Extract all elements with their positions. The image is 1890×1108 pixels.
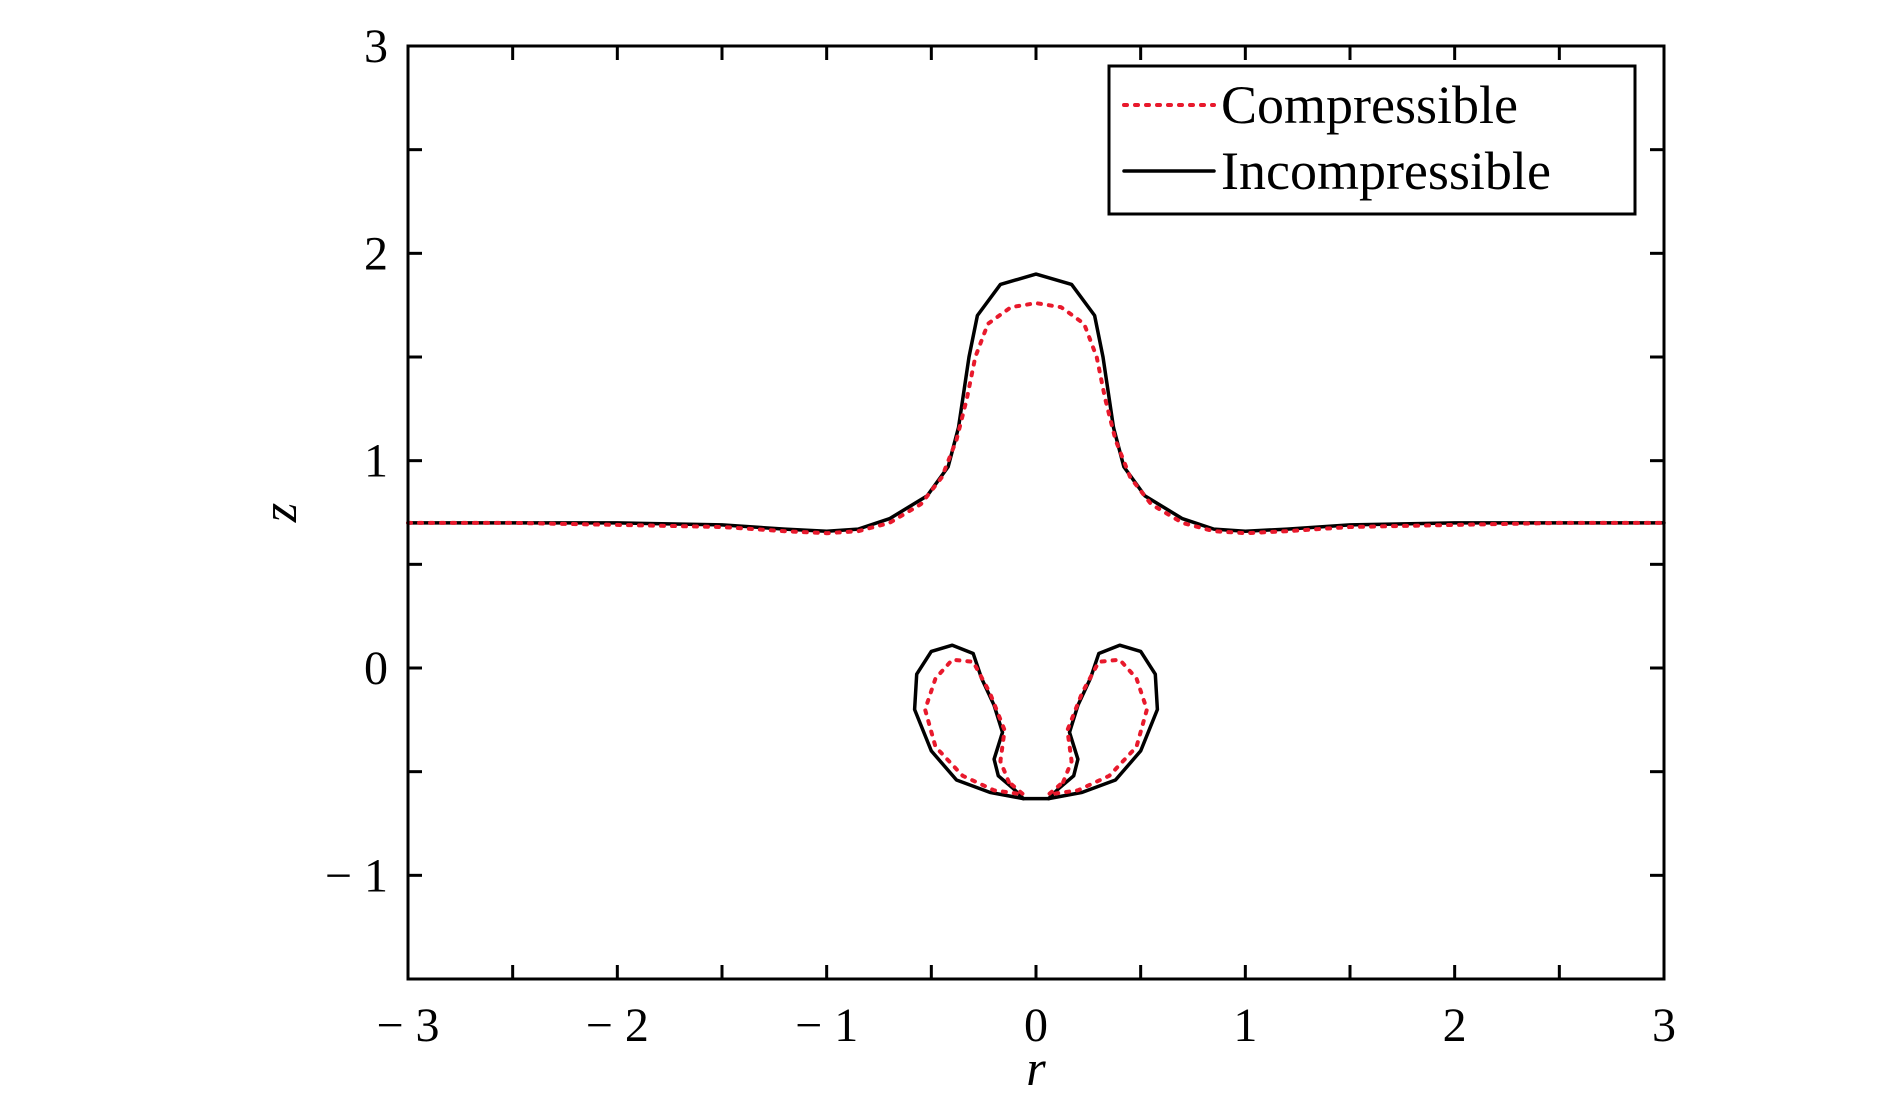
x-tick-label: 0 bbox=[1024, 999, 1048, 1052]
legend-label-compressible: Compressible bbox=[1221, 75, 1518, 135]
y-tick-label: − 1 bbox=[325, 849, 388, 902]
x-tick-label: − 1 bbox=[795, 999, 858, 1052]
y-tick-label: 2 bbox=[364, 227, 388, 280]
legend: Compressible Incompressible bbox=[1107, 64, 1637, 216]
x-tick-label: − 3 bbox=[376, 999, 439, 1052]
series-line-compressible-2 bbox=[1046, 657, 1149, 797]
y-tick-label: 0 bbox=[364, 642, 388, 695]
y-axis-label: z bbox=[251, 503, 307, 523]
x-axis-label: r bbox=[1026, 1040, 1046, 1096]
series-line-compressible-1 bbox=[923, 657, 1026, 797]
series-line-incompressible-2 bbox=[1046, 643, 1160, 801]
series-line-incompressible-1 bbox=[912, 643, 1026, 801]
y-tick-label: 3 bbox=[364, 20, 388, 73]
legend-label-incompressible: Incompressible bbox=[1221, 141, 1551, 201]
x-tick-label: 1 bbox=[1233, 999, 1257, 1052]
x-tick-label: 2 bbox=[1443, 999, 1467, 1052]
x-tick-label: 3 bbox=[1652, 999, 1676, 1052]
plot-area bbox=[406, 44, 1666, 981]
x-tick-label: − 2 bbox=[586, 999, 649, 1052]
series-line-compressible-0 bbox=[406, 301, 1666, 536]
plot-lines bbox=[406, 272, 1666, 801]
y-tick-label: 1 bbox=[364, 435, 388, 488]
series-line-incompressible-0 bbox=[406, 272, 1666, 533]
legend-box bbox=[1107, 64, 1637, 216]
tick-labels: − 3 − 2 − 1 0 1 2 3 − 1 0 1 2 3 bbox=[325, 20, 1676, 1052]
